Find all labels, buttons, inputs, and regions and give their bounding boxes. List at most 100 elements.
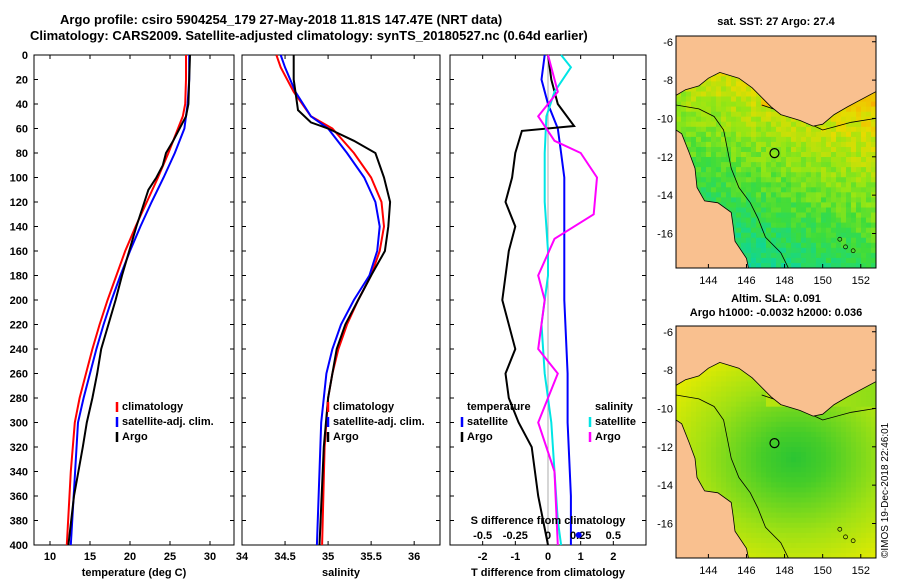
map-cell [771, 507, 777, 514]
map-cell [746, 426, 752, 433]
map-cell [871, 96, 876, 103]
map-cell [871, 467, 876, 473]
map-cell [721, 106, 727, 113]
map-cell [821, 222, 827, 229]
map-cell [696, 91, 702, 98]
map-cell [766, 512, 772, 519]
map-cell [731, 512, 737, 519]
map-cell [866, 396, 872, 403]
map-cell [821, 547, 827, 554]
diff-legend-right-label: satellite [595, 416, 636, 428]
map-cell [731, 416, 737, 423]
map-lon-tick-label: 146 [737, 565, 755, 577]
map-cell [706, 126, 712, 133]
map-cell [736, 76, 742, 82]
map-cell [751, 131, 757, 138]
map-cell [756, 487, 762, 493]
map-cell [696, 447, 702, 453]
map-cell [746, 376, 752, 382]
map-cell [771, 512, 777, 519]
map-cell [821, 452, 827, 458]
map-cell [751, 257, 757, 264]
diff-legend-left-label: satellite [467, 416, 508, 428]
map-cell [781, 121, 787, 128]
map-cell [866, 162, 872, 168]
map-cell [721, 96, 727, 103]
map-lat-tick-label: -10 [657, 403, 673, 415]
map-cell [716, 121, 722, 128]
map-cell [861, 426, 867, 433]
map-cell [746, 467, 752, 473]
map-cell [711, 477, 717, 483]
map-cell [776, 553, 782, 558]
map-cell [846, 502, 852, 509]
map-cell [871, 187, 876, 193]
map-cell [831, 437, 837, 443]
map-cell [681, 381, 687, 388]
map-cell [706, 447, 712, 453]
map-cell [751, 187, 757, 193]
map-cell [701, 116, 707, 123]
map-cell [841, 177, 847, 183]
map-cell [866, 517, 872, 524]
map-cell [716, 192, 722, 198]
map-cell [776, 121, 782, 128]
map-cell [731, 437, 737, 443]
map-cell [701, 467, 707, 473]
map-cell [861, 232, 867, 239]
map-cell [851, 116, 857, 123]
map-cell [851, 141, 857, 148]
map-cell [841, 157, 847, 163]
map-cell [736, 202, 742, 208]
map-cell [706, 131, 712, 138]
map-cell [856, 442, 862, 448]
map-cell [801, 172, 807, 178]
map-cell [711, 406, 717, 413]
map-cell [866, 502, 872, 509]
map-cell [771, 487, 777, 493]
map-cell [786, 426, 792, 433]
map-cell [826, 452, 832, 458]
map-cell [856, 237, 862, 244]
map-cell [711, 177, 717, 183]
map-cell [871, 497, 876, 504]
map-cell [861, 522, 867, 529]
map-cell [846, 106, 852, 113]
map-cell [761, 482, 767, 488]
map-cell [801, 121, 807, 128]
map-cell [801, 487, 807, 493]
map-cell [821, 187, 827, 193]
sst-map-title: sat. SST: 27 Argo: 27.4 [717, 16, 835, 28]
map-cell [811, 437, 817, 443]
map-cell [696, 386, 702, 393]
map-cell [816, 447, 822, 453]
map-cell [696, 116, 702, 123]
map-cell [776, 482, 782, 488]
map-cell [816, 421, 822, 428]
map-cell [811, 492, 817, 498]
map-cell [716, 442, 722, 448]
map-cell [726, 192, 732, 198]
map-cell [756, 111, 762, 118]
map-cell [796, 242, 802, 249]
map-cell [706, 437, 712, 443]
map-cell [811, 472, 817, 478]
map-cell [846, 162, 852, 168]
map-cell [766, 152, 772, 158]
map-cell [736, 212, 742, 219]
map-cell [731, 477, 737, 483]
map-cell [766, 517, 772, 524]
map-cell [871, 147, 876, 153]
map-cell [856, 462, 862, 468]
map-cell [816, 537, 822, 544]
map-cell [766, 542, 772, 549]
map-cell [806, 212, 812, 219]
map-cell [676, 111, 682, 118]
map-cell [806, 426, 812, 433]
map-cell [821, 411, 827, 418]
map-cell [726, 106, 732, 113]
map-cell [821, 192, 827, 198]
map-cell [716, 452, 722, 458]
map-cell [776, 547, 782, 554]
map-cell [866, 157, 872, 163]
